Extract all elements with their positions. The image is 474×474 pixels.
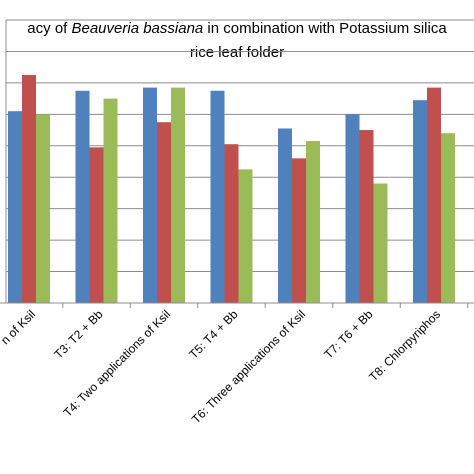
bar bbox=[210, 90, 225, 303]
bar bbox=[36, 114, 50, 303]
bar bbox=[345, 114, 360, 303]
bar bbox=[292, 158, 306, 303]
category-label: n of Ksil bbox=[0, 307, 38, 347]
title-text-species: Beauveria bassiana bbox=[71, 20, 204, 37]
bar bbox=[8, 111, 22, 303]
bar bbox=[171, 87, 185, 303]
bar bbox=[427, 87, 441, 303]
axes bbox=[0, 20, 474, 308]
title-text-line-2: rice leaf folder bbox=[189, 44, 285, 61]
category-label: T7: T6 + Bb bbox=[321, 307, 376, 362]
bar bbox=[238, 169, 253, 303]
bar bbox=[89, 147, 104, 303]
bar bbox=[278, 128, 292, 303]
bar bbox=[373, 183, 388, 303]
bar bbox=[413, 100, 427, 303]
bar bbox=[157, 122, 171, 303]
category-label: T6: Three applications of Ksil bbox=[189, 307, 308, 426]
bar bbox=[75, 90, 90, 303]
category-label: T5: T4 + Bb bbox=[186, 307, 241, 362]
bars bbox=[8, 75, 455, 304]
bar bbox=[359, 130, 374, 303]
bar bbox=[103, 98, 118, 303]
category-label: T4: Two applications of Ksil bbox=[61, 307, 174, 420]
bar bbox=[306, 141, 320, 303]
bar bbox=[143, 87, 157, 303]
category-label: T3: T2 + Bb bbox=[51, 307, 106, 362]
bar bbox=[441, 133, 455, 303]
title-text-a: acy of bbox=[27, 20, 72, 37]
title-text-c: in combination with Potassium silica bbox=[203, 20, 447, 37]
bar bbox=[224, 144, 239, 303]
bar bbox=[22, 75, 36, 304]
category-label: T8: Chlorpyriphos bbox=[366, 307, 443, 384]
